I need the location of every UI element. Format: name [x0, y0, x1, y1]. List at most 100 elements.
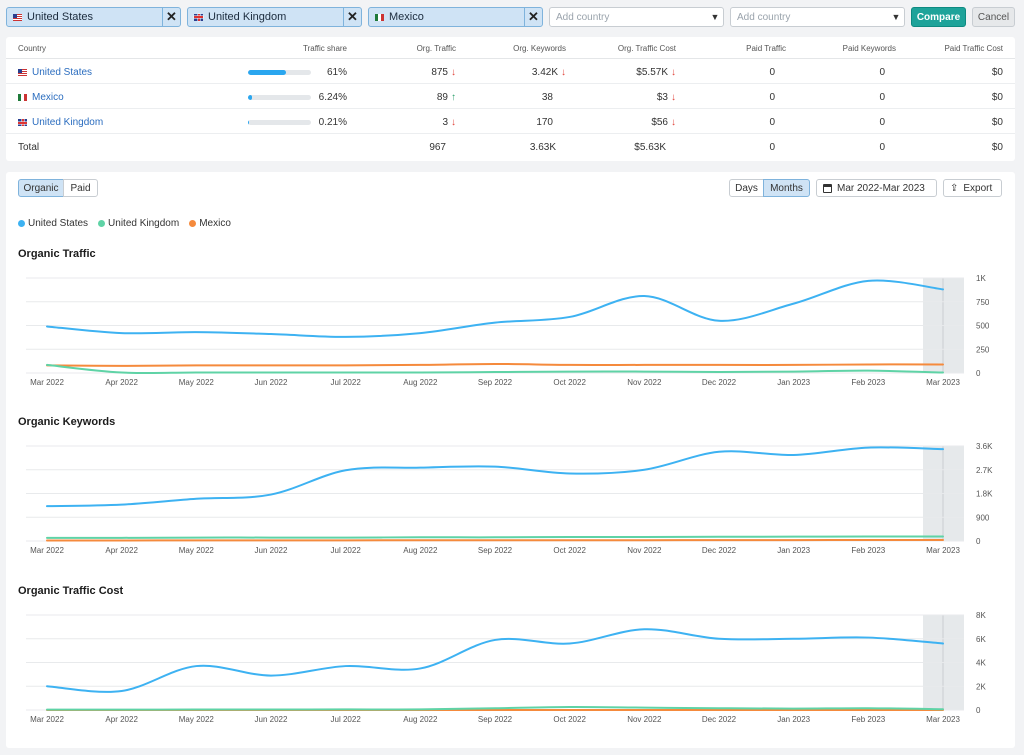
date-range-picker[interactable]: Mar 2022-Mar 2023 [816, 179, 937, 197]
x-tick-label: Feb 2023 [851, 546, 885, 555]
country-comparison-table: Country Traffic share Org. Traffic Org. … [6, 37, 1015, 161]
x-tick-label: Dec 2022 [702, 715, 737, 724]
y-tick-label: 500 [976, 322, 990, 331]
table-total-row: Total 967 3.63K $5.63K 0 0 $0 [6, 134, 1015, 159]
remove-country-icon[interactable]: ✕ [343, 8, 361, 26]
add-country-placeholder: Add country [737, 11, 791, 23]
x-tick-label: Apr 2022 [105, 378, 138, 387]
x-tick-label: Sep 2022 [478, 378, 513, 387]
x-tick-label: Apr 2022 [105, 715, 138, 724]
table-header: Country Traffic share Org. Traffic Org. … [6, 37, 1015, 59]
export-button[interactable]: ⇪ Export [943, 179, 1002, 197]
org-keywords-cell: 170 [536, 117, 556, 128]
country-name: United States [32, 67, 93, 78]
x-tick-label: Sep 2022 [478, 546, 513, 555]
x-tick-label: Dec 2022 [702, 378, 737, 387]
total-paid-cost-value: $0 [991, 142, 1003, 153]
add-country-placeholder: Add country [556, 11, 610, 23]
organic-traffic-chart: 0 250 500 750 1K Mar 2022 Apr 2022 May 2022 Jun … [26, 274, 990, 387]
paid-traffic-value: 0 [769, 92, 775, 103]
x-tick-label: Jun 2022 [255, 546, 288, 555]
x-tick-label: Nov 2022 [627, 715, 662, 724]
chip-label: United Kingdom [208, 11, 287, 23]
legend-item-uk[interactable]: United Kingdom [98, 218, 179, 229]
country-link[interactable]: United Kingdom [18, 117, 103, 128]
x-tick-label: Jan 2023 [777, 378, 810, 387]
chart-title: Organic Traffic Cost [18, 585, 124, 597]
series-line-united-states [46, 279, 944, 338]
series-line-united-kingdom [46, 535, 944, 539]
x-tick-label: Aug 2022 [403, 378, 438, 387]
cancel-button[interactable]: Cancel [972, 7, 1015, 27]
total-label: Total [18, 142, 40, 153]
chart-title: Organic Keywords [18, 416, 116, 428]
remove-country-icon[interactable]: ✕ [162, 8, 180, 26]
y-tick-label: 4K [976, 659, 986, 668]
country-link[interactable]: United States [18, 67, 92, 78]
x-tick-label: Jan 2023 [777, 715, 810, 724]
us-flag-icon [13, 13, 22, 21]
calendar-icon [823, 183, 832, 193]
column-header[interactable]: Org. Keywords [513, 44, 566, 53]
y-tick-label: 3.6K [976, 442, 993, 451]
legend-label: United Kingdom [108, 218, 180, 229]
x-tick-label: Oct 2022 [553, 378, 586, 387]
add-country-select-2[interactable]: Add country ▼ [730, 7, 905, 27]
x-tick-label: Aug 2022 [403, 546, 438, 555]
trend-icon: ↓ [451, 117, 456, 128]
x-tick-label: Jul 2022 [331, 546, 362, 555]
org-cost-value: $56 [651, 117, 668, 128]
months-toggle[interactable]: Months [763, 179, 810, 197]
table-row: Mexico 6.24% 89 ↑ 38 $3 ↓ 0 0 $0 [6, 84, 1015, 109]
country-chip-mx[interactable]: Mexico ✕ [368, 7, 543, 27]
x-tick-label: Oct 2022 [553, 715, 586, 724]
legend-item-us[interactable]: United States [18, 218, 88, 229]
column-header[interactable]: Paid Keywords [842, 44, 896, 53]
paid-cost-value: $0 [991, 92, 1003, 103]
total-paid-keywords-value: 0 [879, 142, 885, 153]
traffic-share-fill [248, 70, 287, 75]
org-cost-cell: $5.57K ↓ [636, 67, 676, 78]
trend-icon: ↓ [451, 67, 456, 78]
series-line-united-states [46, 628, 944, 693]
paid-keywords-value: 0 [879, 67, 885, 78]
remove-country-icon[interactable]: ✕ [524, 8, 542, 26]
y-tick-label: 1K [976, 274, 986, 283]
paid-cost-value: $0 [991, 67, 1003, 78]
compare-button[interactable]: Compare [911, 7, 966, 27]
paid-keywords-value: 0 [879, 92, 885, 103]
country-chip-uk[interactable]: United Kingdom ✕ [187, 7, 362, 27]
mx-flag-icon [375, 13, 384, 21]
add-country-select[interactable]: Add country ▼ [549, 7, 724, 27]
column-header[interactable]: Traffic share [302, 44, 347, 53]
y-tick-label: 1.8K [976, 490, 993, 499]
country-selector-bar: United States ✕ United Kingdom ✕ Mexico … [0, 0, 1024, 34]
legend-item-mx[interactable]: Mexico [189, 218, 231, 229]
y-tick-label: 2K [976, 682, 986, 691]
country-chip-us[interactable]: United States ✕ [6, 7, 181, 27]
column-header: Country [18, 44, 47, 53]
y-tick-label: 750 [976, 298, 990, 307]
days-toggle[interactable]: Days [729, 179, 764, 197]
y-tick-label: 8K [976, 611, 986, 620]
series-line-united-kingdom [46, 363, 944, 375]
x-tick-label: Mar 2023 [926, 715, 960, 724]
x-tick-label: Mar 2023 [926, 546, 960, 555]
org-keywords-value: 170 [536, 117, 553, 128]
country-link[interactable]: Mexico [18, 92, 64, 103]
org-traffic-cell: 89 ↑ [437, 92, 456, 103]
paid-tab[interactable]: Paid [63, 179, 98, 197]
column-header[interactable]: Org. Traffic Cost [617, 44, 676, 53]
y-tick-label: 6K [976, 635, 986, 644]
trend-icon: ↓ [671, 117, 676, 128]
column-header[interactable]: Paid Traffic [746, 44, 786, 53]
column-header[interactable]: Paid Traffic Cost [944, 44, 1003, 53]
organic-keywords-chart: 0 900 1.8K 2.7K 3.6K Mar 2022 Apr 2022 May 2022… [26, 442, 993, 555]
org-traffic-cell: 875 ↓ [431, 67, 456, 78]
column-header[interactable]: Org. Traffic [416, 44, 456, 53]
organic-tab[interactable]: Organic [18, 179, 64, 197]
chip-label: United States [27, 11, 94, 23]
date-range-value: Mar 2022-Mar 2023 [837, 182, 925, 194]
traffic-share-value: 61% [326, 67, 347, 78]
trend-icon: ↑ [451, 92, 456, 103]
